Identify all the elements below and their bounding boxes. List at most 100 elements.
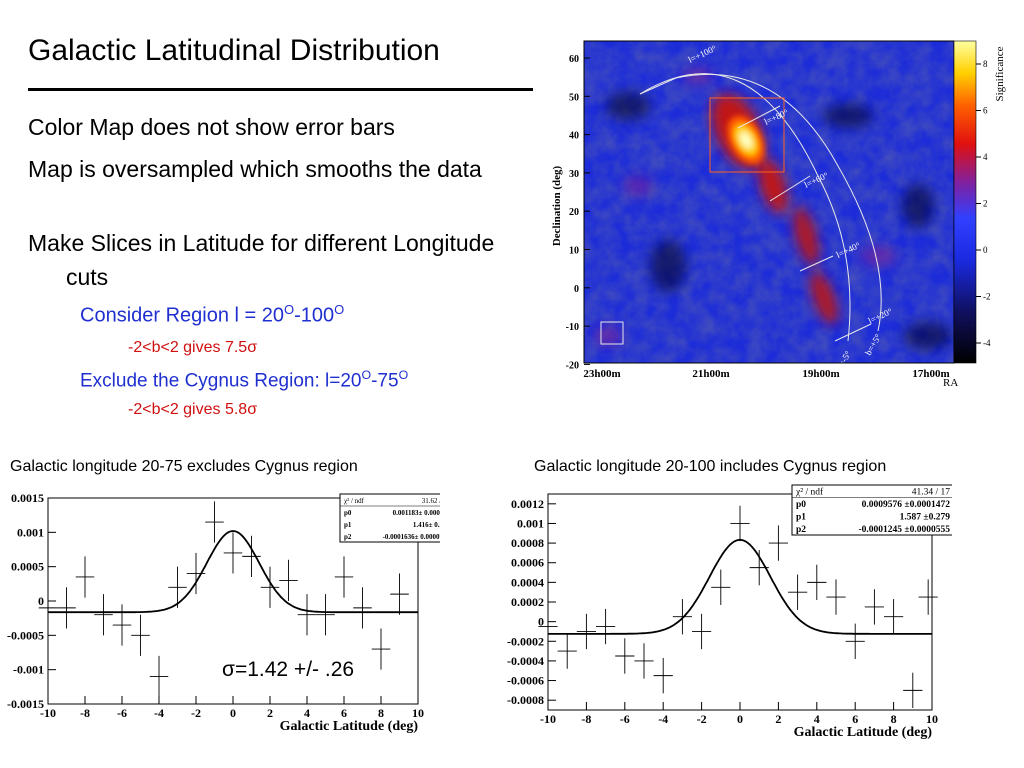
ytick-label: -0.001 bbox=[13, 663, 44, 677]
sub-sub-bullet-2: -2<b<2 gives 5.8σ bbox=[128, 401, 258, 418]
ytick-label: 0.001 bbox=[517, 516, 544, 530]
data-point bbox=[788, 574, 808, 610]
xtick-label: 0 bbox=[230, 706, 236, 720]
galactic-band-outline bbox=[639, 73, 882, 342]
xtick-label: 4 bbox=[814, 712, 820, 726]
xtick-label: -8 bbox=[80, 706, 90, 720]
sub-bullet-region: Consider Region l = 20O-100O bbox=[80, 302, 344, 328]
sigma-annotation: σ=1.42 +/- .26 bbox=[222, 658, 355, 681]
skymap-xtick: 17h00m bbox=[912, 368, 949, 380]
stats-param-value: 1.587 ±0.279 bbox=[900, 513, 951, 523]
data-point bbox=[864, 589, 884, 625]
xtick-label: 6 bbox=[341, 706, 347, 720]
xtick-label: -6 bbox=[620, 712, 630, 726]
sub-bullet-exclude-mid: -75 bbox=[371, 370, 399, 392]
sub-bullet-region-mid: -100 bbox=[294, 304, 335, 327]
degree-sup: O bbox=[284, 302, 295, 317]
stats-param-name: p2 bbox=[344, 533, 352, 541]
data-point bbox=[316, 594, 335, 636]
slide-title: Galactic Latitudinal Distribution bbox=[28, 34, 440, 67]
caption-right: Galactic longitude 20-100 includes Cygnu… bbox=[534, 458, 887, 475]
skymap-xtick: 23h00m bbox=[583, 368, 620, 380]
skymap-ytick: -20 bbox=[566, 360, 579, 371]
colorbar-tick: 6 bbox=[983, 106, 988, 116]
stats-chi2-label: χ² / ndf bbox=[344, 497, 365, 505]
skymap: l=+100° l=+80° l=+60° l=+40° l=+20° b=+5… bbox=[551, 40, 1006, 388]
skymap-ytick: 40 bbox=[569, 131, 579, 142]
data-point bbox=[826, 579, 846, 615]
xtick-label: 2 bbox=[267, 706, 273, 720]
data-point bbox=[692, 613, 712, 650]
data-point bbox=[75, 556, 95, 598]
xtick-label: -2 bbox=[191, 706, 201, 720]
ytick-label: 0.0005 bbox=[11, 560, 44, 574]
bullet-3: Make Slices in Latitude for different Lo… bbox=[28, 230, 495, 290]
data-point bbox=[749, 549, 769, 586]
stats-param-name: p1 bbox=[796, 513, 806, 523]
xtick-label: -4 bbox=[154, 706, 164, 720]
stats-param-name: p2 bbox=[796, 525, 806, 535]
ytick-label: 0 bbox=[538, 615, 544, 629]
data-point bbox=[168, 566, 187, 608]
data-point bbox=[112, 604, 132, 646]
data-point bbox=[371, 628, 391, 670]
xtick-label: -2 bbox=[697, 712, 707, 726]
sub-bullet-region-text: Consider Region l = 20 bbox=[80, 304, 285, 327]
title-rule bbox=[28, 88, 533, 91]
data-point bbox=[57, 587, 76, 629]
colorbar-tick: 0 bbox=[983, 245, 988, 255]
data-point bbox=[884, 599, 904, 635]
xtick-label: 0 bbox=[737, 712, 743, 726]
stats-chi2-label: χ² / ndf bbox=[795, 487, 824, 498]
colorbar-tick: -2 bbox=[983, 292, 991, 302]
sub-bullet-exclude: Exclude the Cygnus Region: l=20O-75O bbox=[80, 368, 408, 392]
skymap-ytick: 10 bbox=[569, 246, 579, 257]
fit-plot-left: 0.0015 0.001 0.0005 0 -0.0005 -0.001 -0.0015-1… bbox=[7, 491, 440, 734]
xtick-label: -4 bbox=[658, 712, 668, 726]
colorbar bbox=[954, 41, 976, 363]
data-point bbox=[538, 608, 558, 645]
cygnus-region-box bbox=[709, 97, 785, 173]
stats-param-name: p0 bbox=[796, 500, 806, 510]
ytick-label: -0.0004 bbox=[507, 654, 544, 668]
skymap-xlabel: RA bbox=[943, 377, 958, 388]
gaussian-fit-curve bbox=[48, 530, 418, 614]
data-point bbox=[149, 655, 169, 698]
ytick-label: -0.0006 bbox=[507, 674, 544, 688]
ytick-label: 0.0004 bbox=[511, 575, 544, 589]
data-point bbox=[903, 672, 923, 709]
fit-stats-box: χ² / ndf 31.62 / 17 p0 0.001183± 0.000211 p1… bbox=[339, 493, 440, 543]
data-point bbox=[730, 505, 750, 542]
data-point bbox=[242, 535, 261, 577]
fit-plot-right: 0.0012 0.001 0.0008 0.0006 0.0004 0.0002 0 -0.0… bbox=[507, 484, 952, 740]
ytick-label: 0 bbox=[38, 594, 44, 608]
data-point bbox=[711, 569, 731, 605]
data-point bbox=[279, 559, 298, 601]
data-point bbox=[653, 657, 673, 694]
skymap-ytick: 60 bbox=[569, 54, 579, 65]
ytick-label: -0.0008 bbox=[507, 693, 544, 707]
data-point bbox=[205, 501, 224, 543]
stats-param-value: -0.0001245 ±0.0000555 bbox=[858, 525, 950, 535]
data-point bbox=[186, 552, 206, 595]
plot-xlabel: Galactic Latitude (deg) bbox=[280, 719, 419, 734]
sub-bullet-exclude-text: Exclude the Cygnus Region: l=20 bbox=[80, 370, 362, 392]
psf-box bbox=[600, 321, 624, 345]
data-point bbox=[297, 594, 317, 636]
data-point bbox=[131, 614, 150, 656]
ytick-label: -0.0005 bbox=[7, 628, 44, 642]
skymap-ytick: 20 bbox=[569, 207, 579, 218]
bullet-2: Map is oversampled which smooths the dat… bbox=[28, 156, 482, 182]
data-point bbox=[38, 587, 58, 629]
colorbar-tick: 8 bbox=[983, 59, 988, 69]
caption-left: Galactic longitude 20-75 excludes Cygnus… bbox=[10, 458, 358, 475]
data-point bbox=[845, 623, 865, 659]
xtick-label: -6 bbox=[117, 706, 127, 720]
data-point bbox=[223, 532, 243, 574]
data-point bbox=[596, 608, 616, 645]
data-point bbox=[918, 579, 938, 615]
ytick-label: 0.0012 bbox=[511, 497, 544, 511]
skymap-ylabel: Declination (deg) bbox=[551, 165, 563, 246]
colorbar-tick: 4 bbox=[983, 152, 988, 162]
